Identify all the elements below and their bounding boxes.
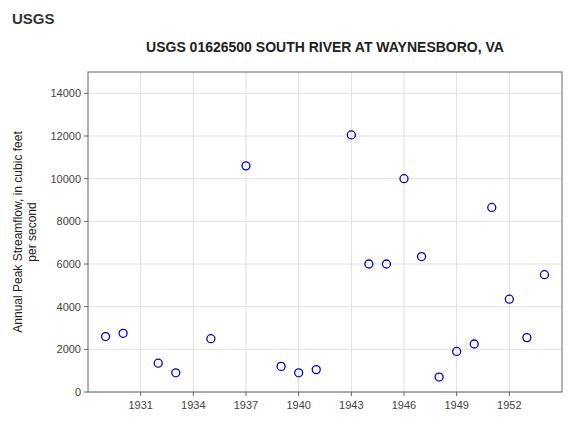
title: USGS 01626500 SOUTH RIVER AT WAYNESBORO,…: [146, 39, 504, 55]
tick-label: 14000: [50, 87, 81, 99]
point: [277, 362, 285, 370]
tick-mark: [456, 392, 457, 396]
grid: [88, 72, 562, 392]
point: [102, 333, 110, 341]
grid-line: [88, 306, 562, 307]
tick-label: 0: [75, 386, 81, 398]
plot-area: [88, 72, 562, 392]
grid-line: [193, 72, 194, 392]
tick-mark: [84, 93, 88, 94]
y-axis-label-line: per second: [25, 202, 39, 261]
point: [365, 260, 373, 268]
tick-label: 10000: [50, 173, 81, 185]
tick-mark: [84, 178, 88, 179]
tick-mark: [140, 392, 141, 396]
grid-line: [88, 178, 562, 179]
grid-line: [246, 72, 247, 392]
point: [488, 203, 496, 211]
point: [400, 175, 408, 183]
chart: USGS USGS 01626500 SOUTH RIVER AT WAYNESB…: [0, 0, 580, 430]
grid-line: [88, 221, 562, 222]
tick-mark: [509, 392, 510, 396]
tick-mark: [84, 349, 88, 350]
tick-mark: [404, 392, 405, 396]
point: [418, 253, 426, 261]
tick-label: 8000: [57, 215, 81, 227]
tick-label: 1937: [234, 399, 258, 411]
tick-mark: [84, 392, 88, 393]
grid-line: [88, 136, 562, 137]
point: [347, 131, 355, 139]
plot-frame: [88, 72, 562, 392]
header-text: USGS: [12, 10, 55, 27]
tick-label: 4000: [57, 301, 81, 313]
tick-label: 1940: [286, 399, 310, 411]
point: [242, 162, 250, 170]
tick-label: 1952: [497, 399, 521, 411]
tick-mark: [193, 392, 194, 396]
grid-line: [88, 264, 562, 265]
grid-line: [404, 72, 405, 392]
y-axis-label: Annual Peak Streamflow, in cubic feetper…: [11, 131, 39, 333]
tick-label: 2000: [57, 343, 81, 355]
tick-label: 1943: [339, 399, 363, 411]
point: [207, 335, 215, 343]
point: [505, 295, 513, 303]
point: [453, 347, 461, 355]
point: [435, 373, 443, 381]
tick-mark: [84, 306, 88, 307]
tick-label: 1934: [181, 399, 205, 411]
grid-line: [140, 72, 141, 392]
tick-mark: [298, 392, 299, 396]
tick-mark: [84, 221, 88, 222]
tick-label: 6000: [57, 258, 81, 270]
grid-line: [88, 349, 562, 350]
point: [312, 366, 320, 374]
point: [295, 369, 303, 377]
point: [172, 369, 180, 377]
point: [154, 359, 162, 367]
point: [382, 260, 390, 268]
tick-label: 1946: [392, 399, 416, 411]
point: [523, 334, 531, 342]
tick-mark: [246, 392, 247, 396]
grid-line: [351, 72, 352, 392]
grid-line: [509, 72, 510, 392]
tick-label: 1949: [444, 399, 468, 411]
grid-line: [88, 93, 562, 94]
grid-line: [298, 72, 299, 392]
tick-label: 12000: [50, 130, 81, 142]
points: [102, 131, 549, 381]
point: [119, 329, 127, 337]
tick-label: 1931: [128, 399, 152, 411]
tick-mark: [84, 136, 88, 137]
tick-mark: [351, 392, 352, 396]
grid-line: [456, 72, 457, 392]
y-axis-label-line: Annual Peak Streamflow, in cubic feet: [11, 131, 25, 333]
point: [540, 271, 548, 279]
point: [470, 340, 478, 348]
tick-mark: [84, 264, 88, 265]
